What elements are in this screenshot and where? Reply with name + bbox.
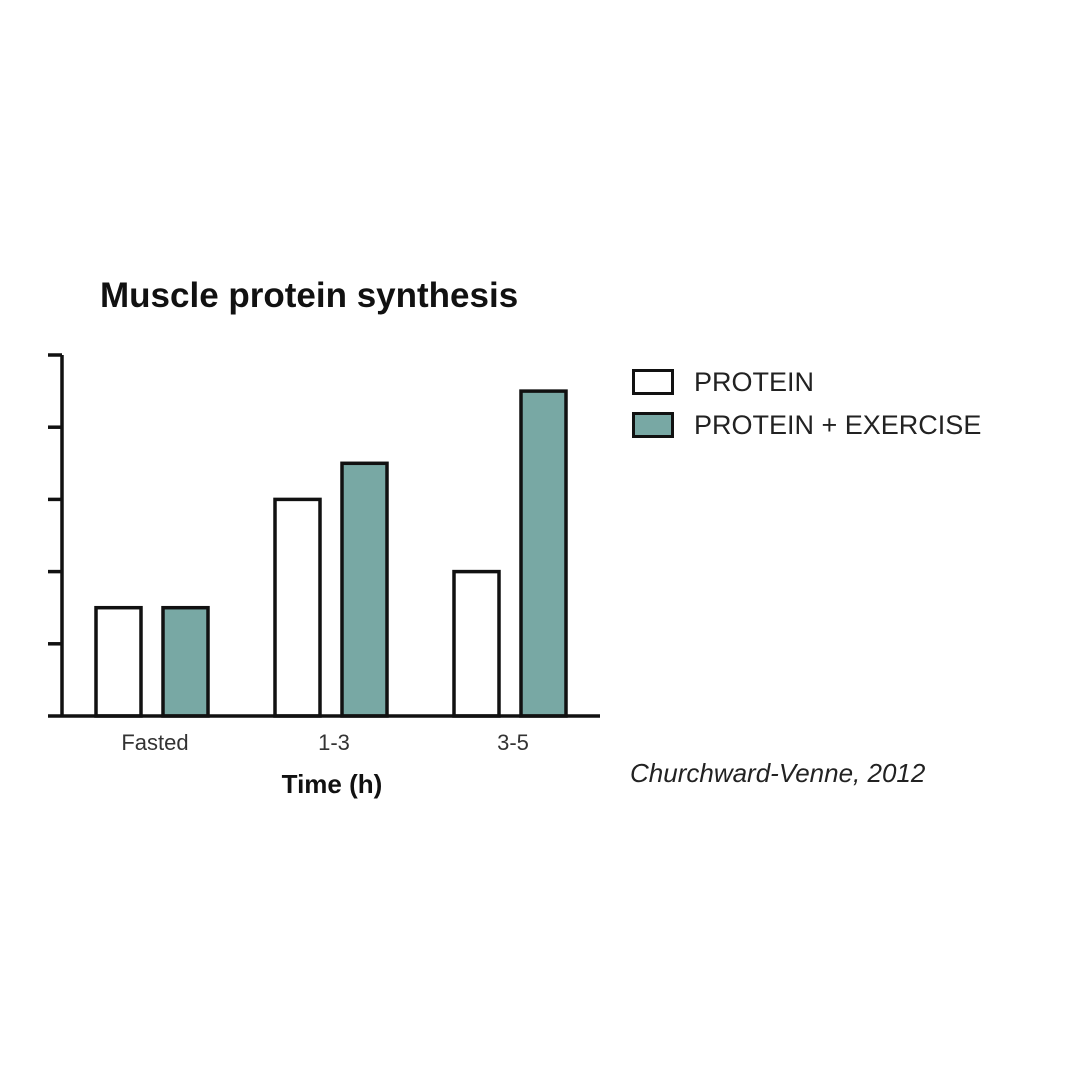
bars-group (94, 389, 568, 718)
citation-annotation: Churchward-Venne, 2012 (630, 758, 926, 788)
bar-fasted-protein-exercise (161, 605, 210, 718)
x-tick-label: 1-3 (318, 730, 350, 755)
legend-label-protein-exercise: PROTEIN + EXERCISE (694, 409, 982, 440)
x-tick-label: 3-5 (497, 730, 529, 755)
bar-1-3-protein-exercise (340, 461, 389, 718)
x-axis-label: Time (h) (282, 769, 383, 799)
bar-1-3-protein (273, 497, 322, 718)
legend-swatch-protein (632, 369, 674, 395)
legend: PROTEIN PROTEIN + EXERCISE (632, 364, 981, 450)
legend-item-protein-exercise: PROTEIN + EXERCISE (632, 407, 981, 443)
bar-3-5-protein (452, 569, 501, 718)
x-tick-labels: Fasted 1-3 3-5 (121, 730, 529, 755)
axes-group (48, 353, 600, 718)
legend-item-protein: PROTEIN (632, 364, 981, 400)
bar-3-5-protein-exercise (519, 389, 568, 718)
bar-fasted-protein (94, 605, 143, 718)
legend-label-protein: PROTEIN (694, 366, 815, 397)
x-tick-label: Fasted (121, 730, 188, 755)
legend-swatch-protein-exercise (632, 412, 674, 438)
chart-title: Muscle protein synthesis (100, 276, 519, 315)
